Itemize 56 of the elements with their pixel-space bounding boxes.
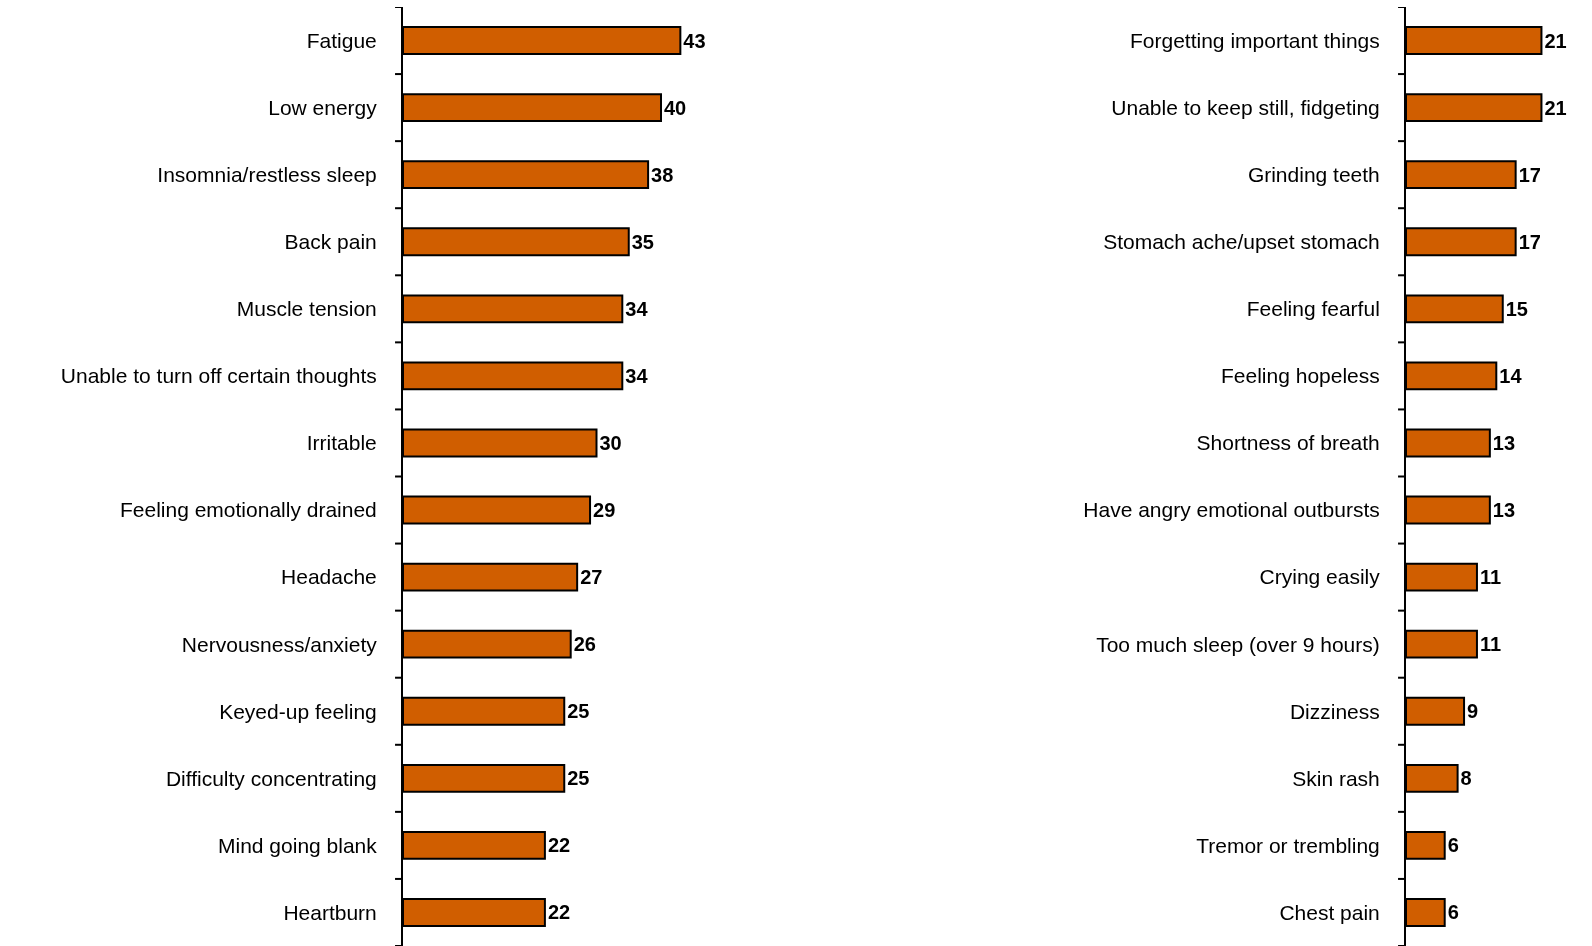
y-tick-label: Dizziness <box>1289 699 1380 723</box>
y-tick-label: Unable to keep still, fidgeting <box>1111 95 1380 119</box>
data-label: 25 <box>567 700 590 723</box>
data-label: 30 <box>599 431 622 454</box>
y-tick-label: Fatigue <box>306 28 377 52</box>
data-label: 17 <box>1518 230 1541 253</box>
data-label: 22 <box>547 901 571 924</box>
y-tick-label: Unable to turn off certain thoughts <box>60 364 377 388</box>
y-tick-label: Tremor or trembling <box>1196 833 1380 857</box>
data-label: 25 <box>567 767 590 790</box>
data-label: 13 <box>1492 431 1516 454</box>
y-tick-label: Feeling hopeless <box>1221 364 1380 388</box>
data-label: 6 <box>1447 901 1459 924</box>
data-label: 21 <box>1544 29 1567 52</box>
y-tick-label: Irritable <box>306 431 377 455</box>
data-label: 15 <box>1505 297 1528 320</box>
y-tick-label: Feeling fearful <box>1246 297 1380 321</box>
data-label: 17 <box>1518 163 1541 186</box>
y-tick-label: Headache <box>281 565 377 589</box>
data-label: 34 <box>625 364 649 387</box>
data-label: 40 <box>664 96 687 119</box>
y-tick-label: Too much sleep (over 9 hours) <box>1096 632 1380 656</box>
y-tick-label: Have angry emotional outbursts <box>1083 498 1380 522</box>
y-tick-label: Keyed-up feeling <box>219 699 377 723</box>
data-label: 22 <box>547 834 571 857</box>
data-label: 8 <box>1460 767 1472 790</box>
data-label: 34 <box>625 297 649 320</box>
y-tick-label: Difficulty concentrating <box>165 766 377 790</box>
y-tick-label: Heartburn <box>283 900 377 924</box>
y-tick-label: Muscle tension <box>236 297 377 321</box>
y-tick-label: Insomnia/restless sleep <box>157 163 377 187</box>
y-tick-label: Crying easily <box>1259 565 1381 589</box>
data-label: 21 <box>1544 96 1567 119</box>
y-tick-label: Mind going blank <box>218 833 378 857</box>
y-tick-label: Low energy <box>268 95 378 119</box>
y-tick-label: Feeling emotionally drained <box>119 498 377 522</box>
data-label: 11 <box>1479 633 1502 656</box>
data-label: 27 <box>580 566 603 589</box>
data-label: 35 <box>631 230 654 253</box>
data-label: 26 <box>573 633 596 656</box>
data-label: 6 <box>1447 834 1459 857</box>
y-tick-label: Shortness of breath <box>1196 431 1380 455</box>
y-tick-label: Forgetting important things <box>1130 28 1380 52</box>
y-tick-label: Skin rash <box>1292 766 1380 790</box>
y-tick-label: Nervousness/anxiety <box>181 632 378 656</box>
y-tick-label: Stomach ache/upset stomach <box>1103 230 1380 254</box>
data-label: 9 <box>1467 700 1479 723</box>
y-tick-label: Grinding teeth <box>1247 163 1380 187</box>
data-label: 38 <box>651 163 674 186</box>
data-label: 29 <box>593 499 616 522</box>
data-label: 14 <box>1499 364 1523 387</box>
y-tick-label: Chest pain <box>1279 900 1380 924</box>
data-label: 43 <box>683 29 706 52</box>
data-label: 13 <box>1492 499 1516 522</box>
y-tick-label: Back pain <box>284 230 377 254</box>
data-label: 11 <box>1479 566 1502 589</box>
